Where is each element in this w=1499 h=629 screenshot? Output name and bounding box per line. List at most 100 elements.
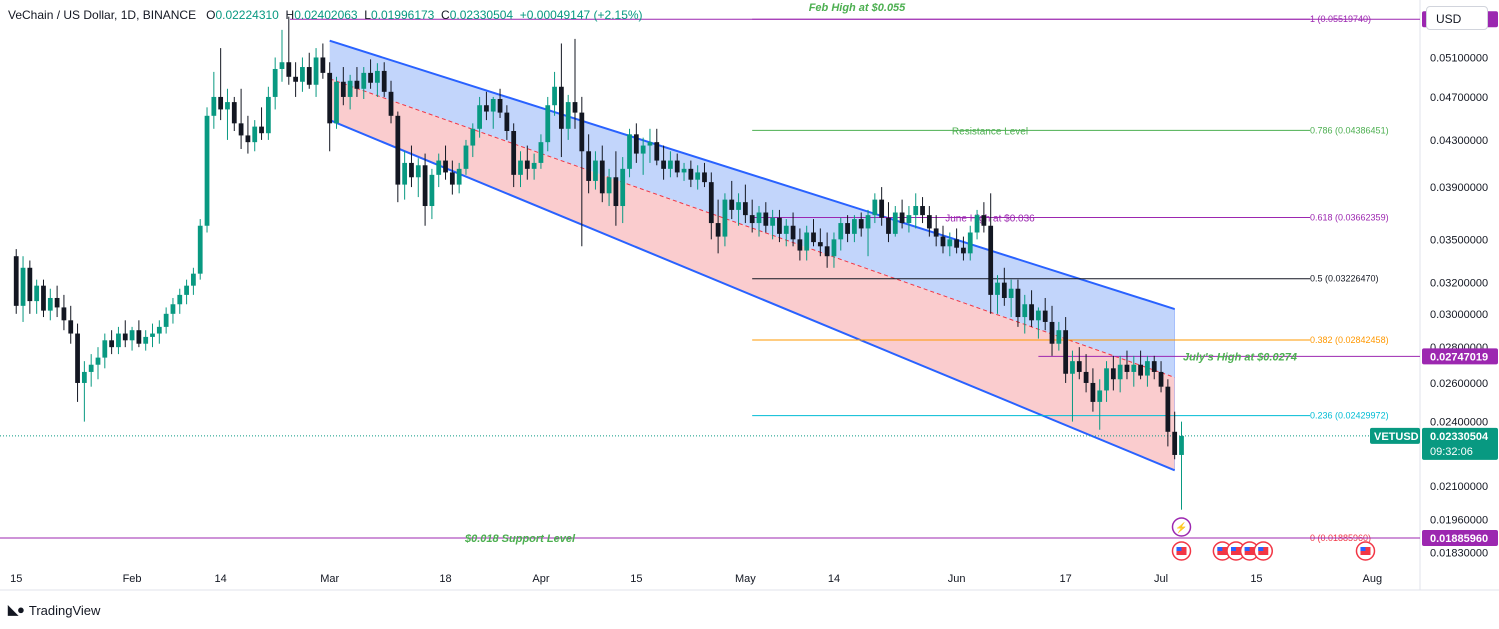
candle [913,193,919,229]
candle [722,193,728,247]
candle [695,165,701,190]
candle-body [1083,371,1089,383]
candle-body [286,62,292,77]
resistance-level-label: Resistance Level [952,126,1028,137]
candle [504,105,510,140]
candle-body [375,70,380,83]
candle [1049,305,1055,356]
price-tick-label: 0.03000000 [1430,309,1488,321]
flag-canton [1217,547,1223,551]
candle-body [422,165,428,207]
time-tick-label: Apr [532,573,549,585]
candle-body [1063,330,1069,374]
candle [436,153,442,188]
candle-body [136,330,142,344]
candle-body [13,256,19,306]
candle-body [211,96,217,116]
candle [388,80,394,124]
candle-body [156,326,162,334]
candle [531,153,537,180]
candle [811,219,816,247]
candle [170,297,176,324]
candle-body [552,86,557,106]
candle-body [899,212,905,224]
candle [409,145,414,188]
candle [1117,355,1123,393]
tradingview-logo[interactable]: ◣● TradingView [8,602,100,618]
candle [838,217,844,251]
symbol-title[interactable]: VeChain / US Dollar, 1D, BINANCE [8,8,197,22]
support-level-label: $0.018 Support Level [464,533,576,545]
candle [422,153,428,226]
current-price-badge [1422,427,1498,460]
candle-body [320,57,326,73]
candle [1063,317,1069,383]
candle-body [102,340,108,358]
candle-body [1036,310,1041,321]
flag-canton [1244,547,1250,551]
candle-body [790,225,796,240]
candle-body [831,239,837,257]
candle-body [470,128,476,146]
candle-body [170,304,176,314]
candle-body [1131,364,1137,372]
candle-body [204,115,210,226]
candle [27,260,33,314]
candle [231,96,237,132]
candle-body [245,135,251,143]
us-flag-event-icon [1171,541,1192,561]
candle-body [456,168,462,185]
candle [34,279,40,314]
tradingview-name: TradingView [28,602,101,618]
candle [899,199,905,229]
candle [763,202,769,233]
candle-body [347,80,353,97]
candle-body [661,160,666,169]
change-value: +0.00049147 (+2.15%) [519,8,643,22]
candle-body [1022,304,1028,318]
candle [143,330,149,351]
candle [797,228,803,261]
candle-body [293,76,298,82]
candle [756,206,762,237]
candle [688,160,694,188]
candle-body [770,217,776,226]
symbol-header: VeChain / US Dollar, 1D, BINANCE O0.0222… [8,8,643,22]
candle [334,76,339,129]
fib-level-label: 0.236 (0.02429972) [1310,411,1389,421]
candle-body [41,285,46,311]
candle-body [961,247,966,254]
candle-body [231,102,237,124]
candle-body [783,225,789,234]
candle [1008,279,1014,318]
candle [640,137,646,175]
candle-body [599,160,605,194]
candle-body [381,70,387,92]
fib-level-label: 0.618 (0.03662359) [1310,212,1389,222]
candle-body [300,67,305,82]
close-label: C [441,8,450,22]
price-tick-label: 0.05100000 [1430,52,1488,64]
candle [327,62,333,152]
candle-body [27,267,33,302]
candle [879,187,885,226]
candle-body [681,168,687,173]
candle [545,96,551,152]
candle-body [511,131,517,175]
currency-selector[interactable]: USD [1426,6,1488,30]
price-badge-label: 0.01885960 [1430,533,1488,545]
candle-body [763,212,769,226]
candle-body [524,160,530,169]
symbol-badge [1370,427,1420,444]
low-value: 0.01996173 [370,8,435,22]
candle-body [613,177,619,207]
flag-canton [1258,547,1264,551]
candle [852,215,857,243]
candle-body [749,215,755,224]
candle-body [449,172,455,185]
candle [225,88,230,140]
candle-body [1070,361,1075,374]
candle [1070,350,1075,422]
